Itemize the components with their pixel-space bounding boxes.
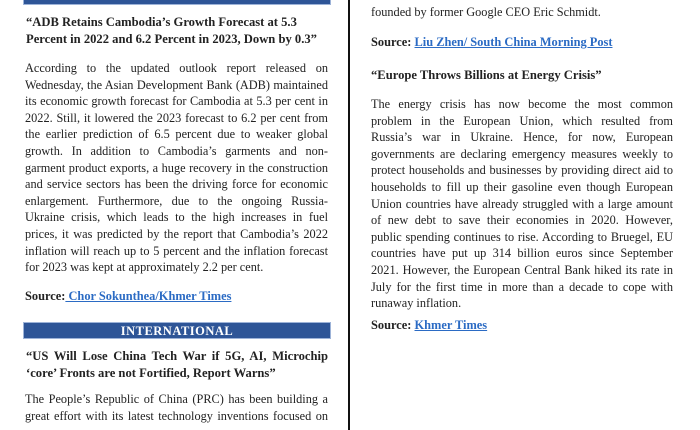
article-title-us-china: “US Will Lose China Tech War if 5G, AI, … bbox=[26, 349, 328, 380]
article-body-europe: The energy crisis has now become the mos… bbox=[371, 97, 673, 311]
page-divider bbox=[348, 0, 350, 430]
source-label: Source: bbox=[371, 35, 412, 49]
article-body-adb: According to the updated outlook report … bbox=[25, 61, 328, 275]
section-bar-international: INTERNATIONAL bbox=[23, 322, 331, 339]
source-scmp: Source: Liu Zhen/ South China Morning Po… bbox=[371, 35, 612, 50]
source-adb: Source: Chor Sokunthea/Khmer Times bbox=[25, 289, 231, 304]
article-title-europe: “Europe Throws Billions at Energy Crisis… bbox=[371, 68, 602, 82]
source-link-scmp[interactable]: Liu Zhen/ South China Morning Post bbox=[414, 35, 613, 49]
article-body-us-china: The People’s Republic of China (PRC) has… bbox=[25, 392, 328, 423]
source-link-khmer-times-2[interactable]: Khmer Times bbox=[414, 318, 488, 332]
top-section-bar bbox=[23, 0, 331, 5]
source-europe: Source: Khmer Times bbox=[371, 318, 487, 333]
article-title-adb: “ADB Retains Cambodia’s Growth Forecast … bbox=[26, 15, 317, 46]
source-link-khmer-times[interactable]: Chor Sokunthea/Khmer Times bbox=[65, 289, 232, 303]
source-label: Source: bbox=[25, 289, 66, 303]
continued-text: founded by former Google CEO Eric Schmid… bbox=[371, 5, 601, 19]
source-label: Source: bbox=[371, 318, 412, 332]
